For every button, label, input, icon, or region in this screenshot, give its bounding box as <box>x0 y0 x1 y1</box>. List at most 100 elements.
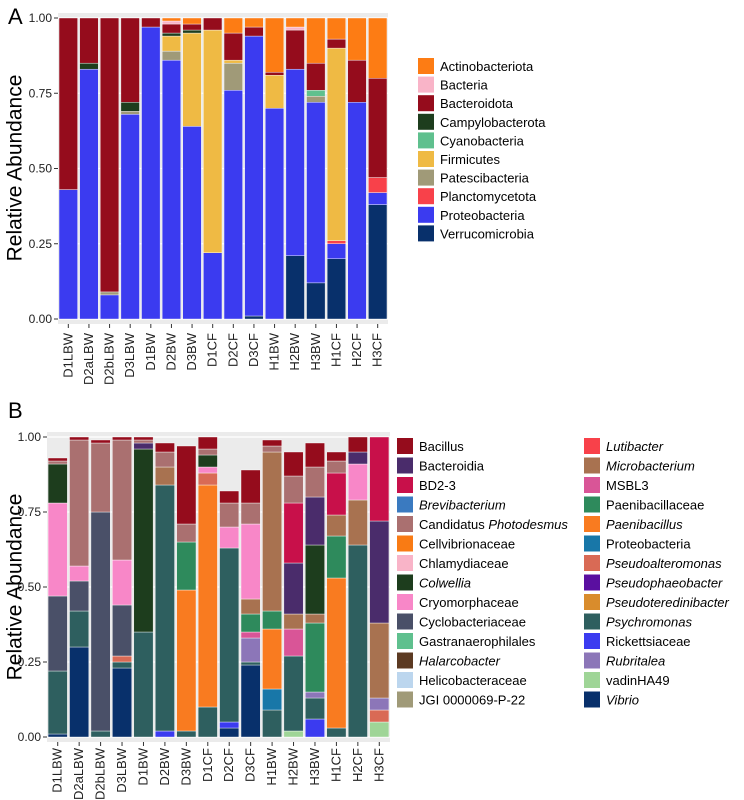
bar-segment <box>326 460 347 474</box>
panel-label: B <box>8 398 23 423</box>
bar-stack-D2bLBW <box>100 17 120 320</box>
legend-label: Pseudophaeobacter <box>606 576 723 591</box>
bar-segment <box>347 59 367 103</box>
bar-segment <box>369 697 390 711</box>
bar-segment <box>69 646 90 738</box>
x-tick-label: H3BW <box>307 747 322 785</box>
x-tick-label: H1BW <box>264 747 279 785</box>
bar-segment <box>100 17 120 293</box>
bar-segment <box>120 102 140 112</box>
legend-swatch <box>418 188 434 205</box>
bar-segment <box>369 436 390 522</box>
legend-label: Firmicutes <box>440 152 500 167</box>
bar-segment <box>240 613 261 633</box>
x-tick-label: H1BW <box>267 332 282 370</box>
legend-label: MSBL3 <box>606 478 649 493</box>
legend-swatch <box>397 535 413 552</box>
bar-segment <box>197 484 218 708</box>
bar-segment <box>161 59 181 320</box>
bar-segment <box>79 68 99 320</box>
y-tick-label: 1.00 <box>18 430 42 444</box>
bar-segment <box>306 62 326 91</box>
bar-stack-H2CF <box>347 436 368 738</box>
bar-segment <box>112 655 132 663</box>
bar-stack-D2BW <box>161 17 181 320</box>
bar-segment <box>161 50 181 61</box>
bar-segment <box>262 709 282 738</box>
bar-segment <box>306 17 326 64</box>
legend-label: Paenibacillaceae <box>606 498 704 513</box>
legend-swatch <box>397 516 413 532</box>
bar-segment <box>262 445 282 453</box>
bar-segment <box>305 466 325 498</box>
bar-stack-D3LBW <box>120 17 140 320</box>
legend-swatch <box>397 555 413 571</box>
panel-B: B 0.00 0.25 0.50 0.75 1.00 Relative Abundance D… <box>4 398 730 800</box>
legend-item: Bacteroidota <box>418 95 514 112</box>
legend-label: Bacillus <box>419 439 464 454</box>
bar-segment <box>305 613 325 624</box>
legend-label: Brevibacterium <box>419 498 506 513</box>
bar-segment <box>176 589 197 732</box>
legend-label: Candidatus Photodesmus <box>419 517 568 532</box>
bar-stack-H3CF <box>369 436 390 738</box>
bar-segment <box>347 463 368 501</box>
legend-item: Microbacterium <box>584 457 695 474</box>
bar-segment <box>182 32 202 127</box>
bar-segment <box>369 520 390 624</box>
bar-segment <box>265 71 285 76</box>
bar-segment <box>326 47 346 241</box>
bar-segment <box>240 631 261 639</box>
bar-segment <box>262 688 282 711</box>
bar-segment <box>369 721 390 738</box>
bar-segment <box>223 17 243 34</box>
bar-segment <box>47 463 68 504</box>
bar-segment <box>120 114 140 320</box>
bar-segment <box>112 559 132 606</box>
x-tick-label: D1CF <box>200 748 215 782</box>
bar-segment <box>58 17 78 190</box>
legend-label: Bacteroidota <box>440 96 514 111</box>
panel-A: A 0.00 0.25 0.50 0.75 1.00 Relative Abundance D… <box>4 4 547 385</box>
legend-swatch <box>397 594 413 610</box>
bar-stack-D1BW <box>133 436 154 738</box>
bar-segment <box>265 108 285 320</box>
bar-segment <box>69 580 90 612</box>
bar-stack-D2aLBW <box>69 436 90 738</box>
bar-segment <box>305 622 325 693</box>
bar-segment <box>120 111 140 115</box>
bar-segment <box>182 126 202 320</box>
bar-segment <box>326 514 347 537</box>
bar-segment <box>219 727 240 738</box>
legend-swatch <box>418 206 434 223</box>
bar-segment <box>347 451 368 465</box>
bar-segment <box>326 472 347 516</box>
legend-swatch <box>397 574 413 591</box>
y-tick-label: 0.50 <box>29 162 53 176</box>
legend-swatch <box>418 113 434 130</box>
legend-item: Pseudophaeobacter <box>584 574 723 591</box>
bar-segment <box>305 442 325 468</box>
bar-segment <box>223 32 243 61</box>
bar-segment <box>283 613 304 630</box>
bar-segment <box>79 62 99 70</box>
x-tick-label: H2CF <box>350 748 365 782</box>
bar-segment <box>283 451 304 477</box>
bar-segment <box>306 96 326 103</box>
x-tick-label: D1LBW <box>50 747 65 793</box>
bar-segment <box>326 240 346 244</box>
bar-segment <box>197 472 218 486</box>
y-tick-label: 0.75 <box>18 505 42 519</box>
bar-stack-H2BW <box>285 17 305 320</box>
bar-segment <box>285 255 305 320</box>
legend-swatch <box>584 574 600 591</box>
bar-segment <box>368 17 388 79</box>
bar-segment <box>368 177 388 193</box>
legend-item: Cryomorphaceae <box>397 594 519 610</box>
legend-swatch <box>584 613 600 630</box>
legend-swatch <box>584 691 600 708</box>
legend-item: Vibrio <box>584 691 639 708</box>
x-tick-label: D3BW <box>184 332 199 370</box>
x-tick-label: D1CF <box>205 333 220 367</box>
legend-swatch <box>584 555 600 571</box>
